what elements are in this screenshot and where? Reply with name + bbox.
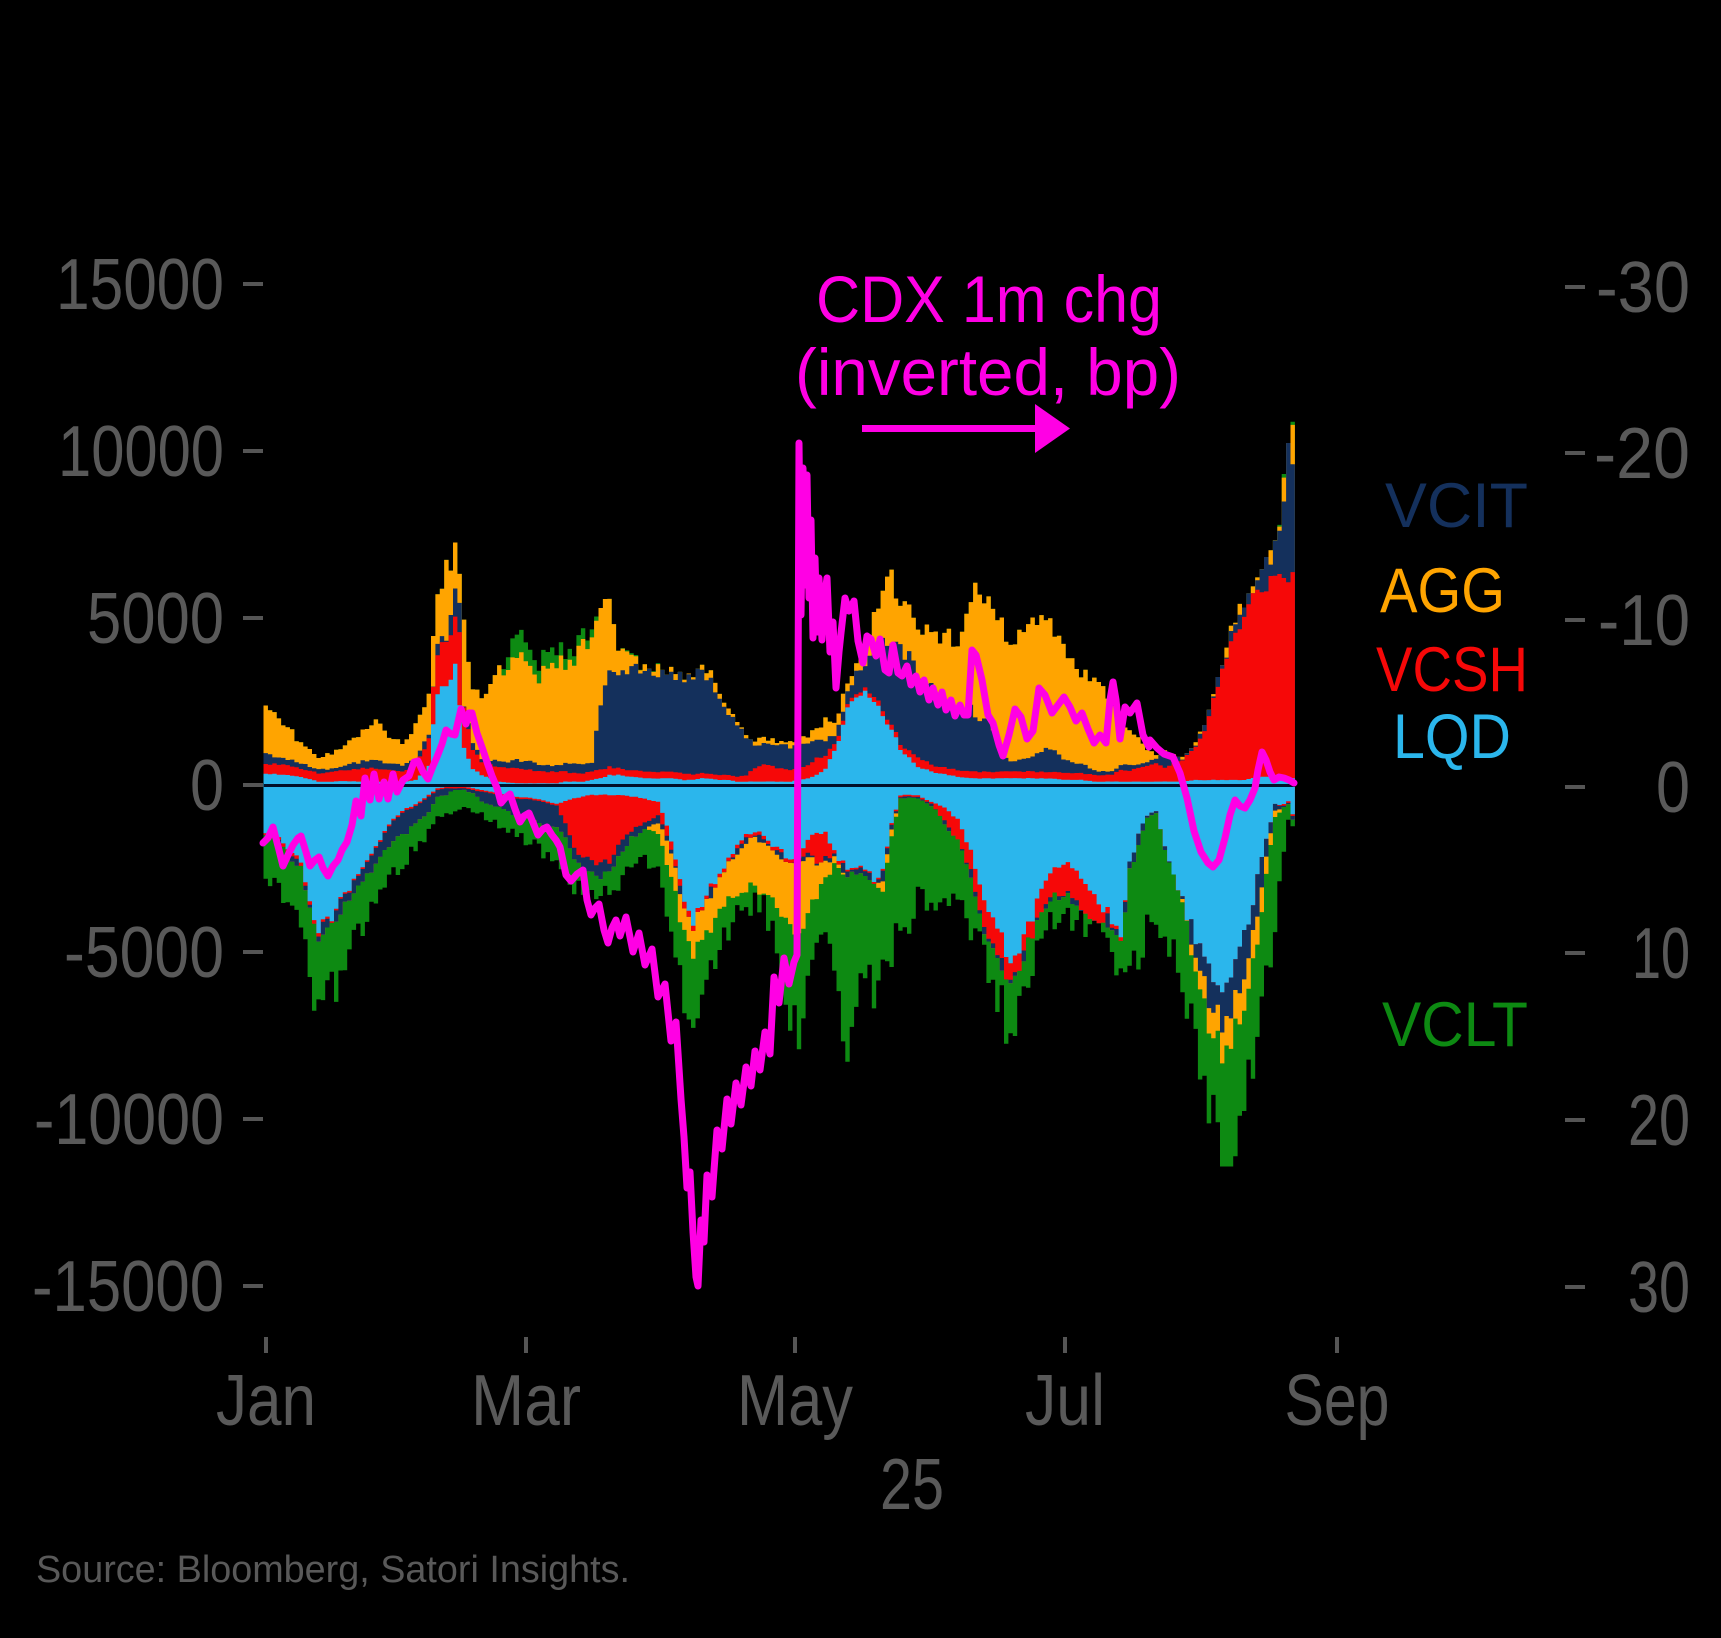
svg-text:Jul: Jul — [1025, 1361, 1105, 1441]
svg-text:-10000: -10000 — [34, 1080, 224, 1160]
svg-text:VCSH: VCSH — [1376, 635, 1528, 705]
svg-text:10: 10 — [1632, 914, 1690, 994]
svg-text:25: 25 — [880, 1445, 944, 1525]
svg-text:0: 0 — [190, 746, 224, 826]
svg-text:15000: 15000 — [56, 245, 224, 325]
svg-text:(inverted, bp): (inverted, bp) — [795, 335, 1181, 409]
svg-text:-20: -20 — [1594, 414, 1690, 494]
svg-text:May: May — [737, 1361, 853, 1441]
svg-text:Mar: Mar — [471, 1361, 581, 1441]
svg-text:-5000: -5000 — [64, 913, 224, 993]
svg-text:LQD: LQD — [1393, 702, 1511, 772]
svg-text:5000: 5000 — [87, 579, 224, 659]
svg-text:Jan: Jan — [216, 1361, 316, 1441]
svg-text:-30: -30 — [1596, 248, 1690, 328]
svg-text:VCLT: VCLT — [1382, 990, 1528, 1060]
svg-text:VCIT: VCIT — [1385, 471, 1528, 541]
svg-text:AGG: AGG — [1380, 556, 1505, 626]
svg-text:-15000: -15000 — [32, 1247, 224, 1327]
svg-text:20: 20 — [1628, 1081, 1690, 1161]
svg-text:CDX 1m chg: CDX 1m chg — [816, 262, 1162, 336]
svg-text:Sep: Sep — [1285, 1361, 1390, 1441]
svg-text:-10: -10 — [1598, 581, 1690, 661]
svg-text:0: 0 — [1656, 748, 1690, 828]
svg-text:Source: Bloomberg, Satori Insi: Source: Bloomberg, Satori Insights. — [36, 1549, 630, 1591]
svg-text:10000: 10000 — [58, 412, 224, 492]
svg-text:30: 30 — [1628, 1248, 1690, 1328]
